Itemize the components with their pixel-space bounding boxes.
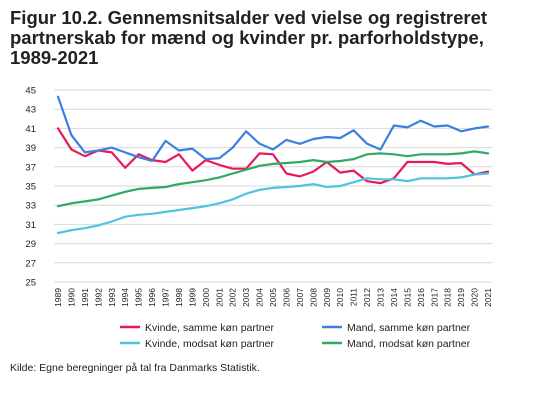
x-tick-label: 2015 xyxy=(402,288,412,307)
y-tick-label: 43 xyxy=(25,105,36,116)
y-axis-ticks: 25 27 29 31 33 35 37 39 41 43 45 xyxy=(25,86,36,289)
legend-label: Mand, samme køn partner xyxy=(347,322,471,334)
x-tick-label: 2004 xyxy=(255,288,265,307)
y-tick-label: 33 xyxy=(25,201,36,212)
x-tick-label: 2010 xyxy=(335,288,345,307)
y-tick-label: 35 xyxy=(25,182,36,193)
x-tick-label: 2017 xyxy=(429,288,439,307)
x-tick-label: 1995 xyxy=(134,288,144,307)
x-tick-label: 2003 xyxy=(241,288,251,307)
series-line xyxy=(56,95,490,163)
x-tick-label: 1994 xyxy=(120,288,130,307)
x-tick-label: 1993 xyxy=(107,288,117,307)
y-tick-label: 41 xyxy=(25,124,36,135)
y-tick-label: 45 xyxy=(25,86,36,97)
x-tick-label: 2014 xyxy=(389,288,399,307)
x-tick-label: 2019 xyxy=(456,288,466,307)
x-tick-label: 2020 xyxy=(470,288,480,307)
x-tick-label: 2000 xyxy=(201,288,211,307)
y-tick-label: 29 xyxy=(25,239,36,250)
legend: Kvinde, samme køn partner Mand, samme køn… xyxy=(120,322,471,350)
series-line xyxy=(56,150,490,208)
legend-label: Kvinde, samme køn partner xyxy=(145,322,274,334)
series-line xyxy=(56,172,490,235)
x-tick-label: 2007 xyxy=(295,288,305,307)
x-tick-label: 2011 xyxy=(349,288,359,307)
x-tick-label: 2001 xyxy=(214,288,224,307)
source-note: Kilde: Egne beregninger på tal fra Danma… xyxy=(10,362,260,374)
series-line xyxy=(56,127,490,185)
x-tick-label: 2021 xyxy=(483,288,493,307)
y-tick-label: 37 xyxy=(25,162,36,173)
x-tick-label: 2012 xyxy=(362,288,372,307)
x-tick-label: 2008 xyxy=(308,288,318,307)
y-tick-label: 25 xyxy=(25,278,36,289)
x-tick-label: 2016 xyxy=(416,288,426,307)
x-tick-label: 2009 xyxy=(322,288,332,307)
legend-label: Kvinde, modsat køn partner xyxy=(145,338,274,350)
x-tick-label: 1992 xyxy=(93,288,103,307)
x-tick-label: 1999 xyxy=(187,288,197,307)
series-lines xyxy=(56,95,490,235)
chart-title: Figur 10.2. Gennemsnitsalder ved vielse … xyxy=(10,7,488,68)
x-tick-label: 1991 xyxy=(80,288,90,307)
legend-label: Mand, modsat køn partner xyxy=(347,338,471,350)
x-tick-label: 2002 xyxy=(228,288,238,307)
x-tick-label: 1996 xyxy=(147,288,157,307)
x-tick-label: 2018 xyxy=(443,288,453,307)
x-tick-label: 1997 xyxy=(161,288,171,307)
y-tick-label: 39 xyxy=(25,143,36,154)
x-tick-label: 2006 xyxy=(281,288,291,307)
x-tick-label: 2013 xyxy=(376,288,386,307)
gridlines xyxy=(54,89,492,283)
x-tick-label: 1990 xyxy=(66,288,76,307)
y-tick-label: 31 xyxy=(25,220,36,231)
x-tick-label: 1998 xyxy=(174,288,184,307)
x-tick-label: 1989 xyxy=(53,288,63,307)
x-tick-label: 2005 xyxy=(268,288,278,307)
x-axis-ticks: 1989 1990 1991 1992 1993 1994 1995 1996 1997 1998… xyxy=(53,288,493,307)
y-tick-label: 27 xyxy=(25,258,36,269)
